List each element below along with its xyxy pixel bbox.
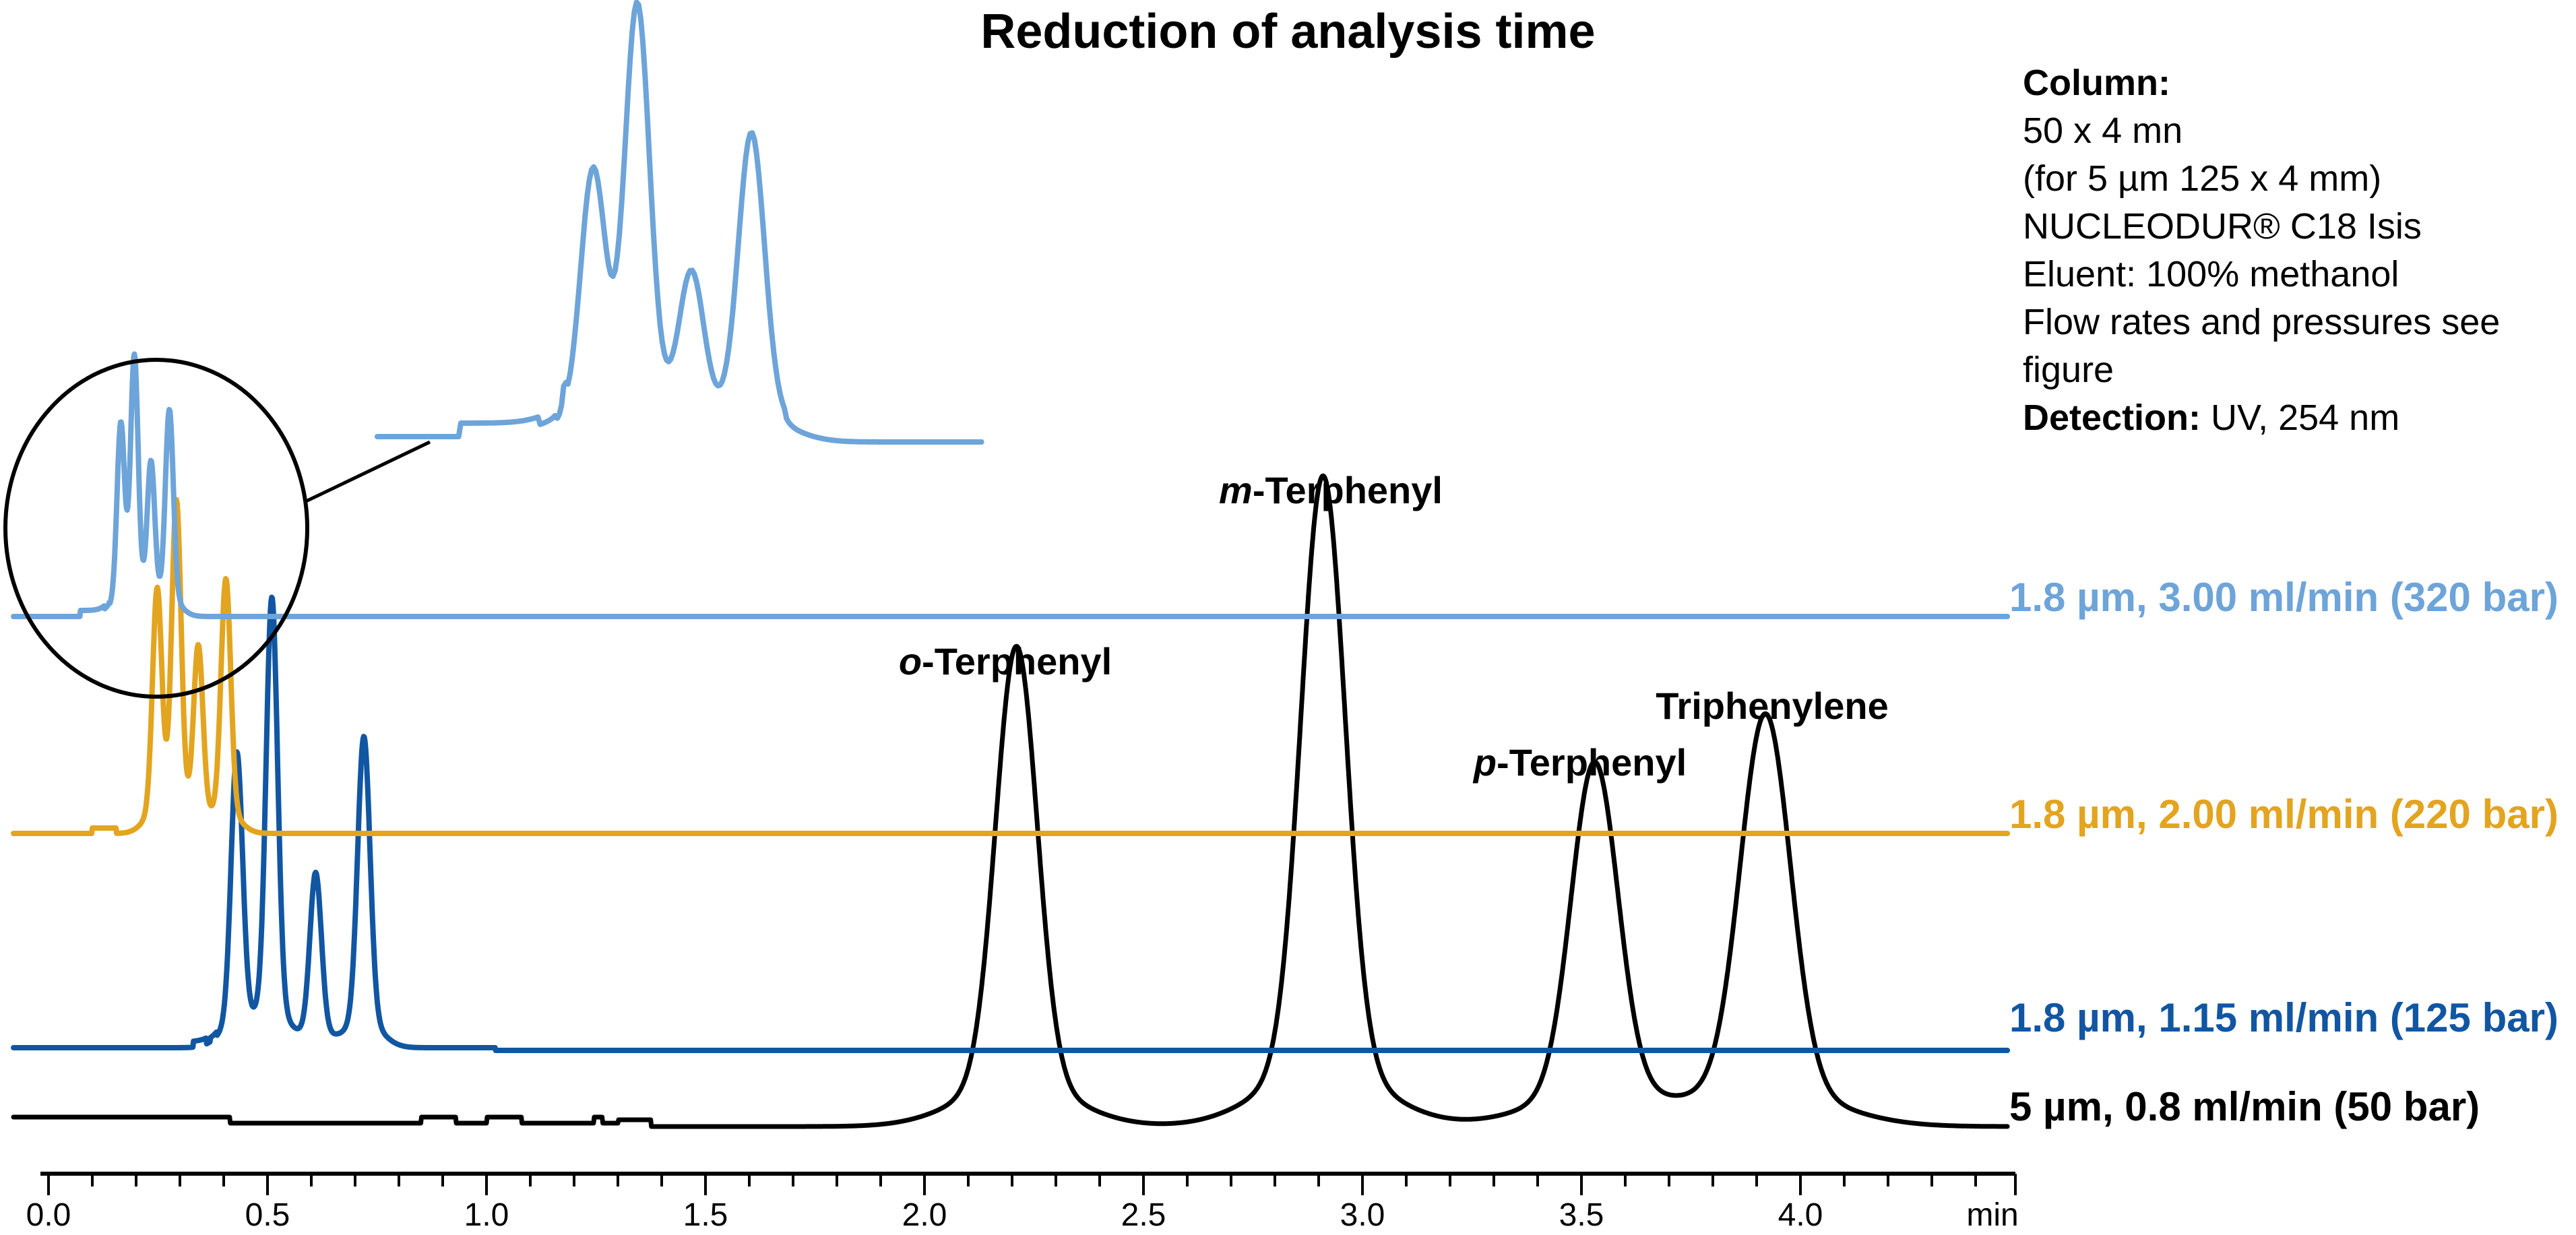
detection-label: Detection: bbox=[2023, 398, 2201, 438]
tick-label-1-5: 1.5 bbox=[683, 1197, 728, 1233]
peak-label-p-terphenyl: p-Terphenyl bbox=[1474, 742, 1687, 783]
peak-label-m-prefix: m bbox=[1219, 469, 1253, 511]
trace-1.8um-1.15 bbox=[11, 594, 2011, 1053]
peak-label-m-rest: -Terphenyl bbox=[1252, 469, 1443, 511]
trace-5um-0.8 bbox=[11, 473, 2010, 1129]
series-label-3-00-ml-min: 1.8 µm, 3.00 ml/min (320 bar) bbox=[2009, 575, 2558, 620]
tick-label-3-5: 3.5 bbox=[1559, 1197, 1604, 1233]
flow-note-line2: figure bbox=[2023, 350, 2114, 390]
tick-label-0-5: 0.5 bbox=[245, 1197, 290, 1233]
tick-label-2-0: 2.0 bbox=[902, 1197, 947, 1233]
trace-1.8um-2.00 bbox=[11, 497, 2011, 836]
peak-label-p-prefix: p bbox=[1473, 741, 1497, 784]
inset-trace-magnified bbox=[374, 0, 984, 445]
column-dimensions: 50 x 4 mn bbox=[2023, 110, 2183, 151]
peak-label-m-terphenyl: m-Terphenyl bbox=[1219, 470, 1443, 511]
tick-label-3-0: 3.0 bbox=[1340, 1197, 1385, 1233]
peak-label-triphenylene: Triphenylene bbox=[1656, 686, 1888, 726]
eluent-line: Eluent: 100% methanol bbox=[2023, 254, 2399, 294]
detection-value: UV, 254 nm bbox=[2201, 398, 2400, 438]
axis-unit-label: min bbox=[1966, 1197, 2019, 1233]
peak-label-o-terphenyl: o-Terphenyl bbox=[899, 641, 1112, 682]
column-phase: NUCLEODUR® C18 Isis bbox=[2023, 206, 2422, 247]
peak-label-o-rest: -Terphenyl bbox=[922, 640, 1112, 683]
figure-title: Reduction of analysis time bbox=[980, 5, 1596, 59]
column-heading: Column: bbox=[2023, 63, 2170, 103]
trace-1.8um-3.00 bbox=[11, 351, 2011, 619]
tick-label-2-5: 2.5 bbox=[1121, 1197, 1166, 1233]
magnifier-connector-line bbox=[303, 440, 431, 504]
column-comparison: (for 5 µm 125 x 4 mm) bbox=[2023, 158, 2382, 199]
method-info-panel: Column: 50 x 4 mn (for 5 µm 125 x 4 mm) … bbox=[2023, 59, 2569, 442]
tick-label-0-0: 0.0 bbox=[26, 1197, 71, 1233]
series-label-2-00-ml-min: 1.8 µm, 2.00 ml/min (220 bar) bbox=[2009, 792, 2558, 837]
x-axis-ticks bbox=[47, 1174, 2017, 1195]
peak-label-p-rest: -Terphenyl bbox=[1497, 741, 1687, 784]
tick-label-1-0: 1.0 bbox=[464, 1197, 509, 1233]
series-label-1-15-ml-min: 1.8 µm, 1.15 ml/min (125 bar) bbox=[2009, 995, 2558, 1040]
magnifier-circle bbox=[3, 358, 309, 699]
peak-label-triphenylene-text: Triphenylene bbox=[1656, 685, 1889, 727]
detection-line: Detection: UV, 254 nm bbox=[2023, 394, 2569, 442]
tick-label-4-0: 4.0 bbox=[1778, 1197, 1823, 1233]
peak-label-o-prefix: o bbox=[898, 640, 922, 683]
flow-note-line1: Flow rates and pressures see bbox=[2023, 302, 2501, 342]
series-label-0-8-ml-min: 5 µm, 0.8 ml/min (50 bar) bbox=[2009, 1084, 2480, 1129]
